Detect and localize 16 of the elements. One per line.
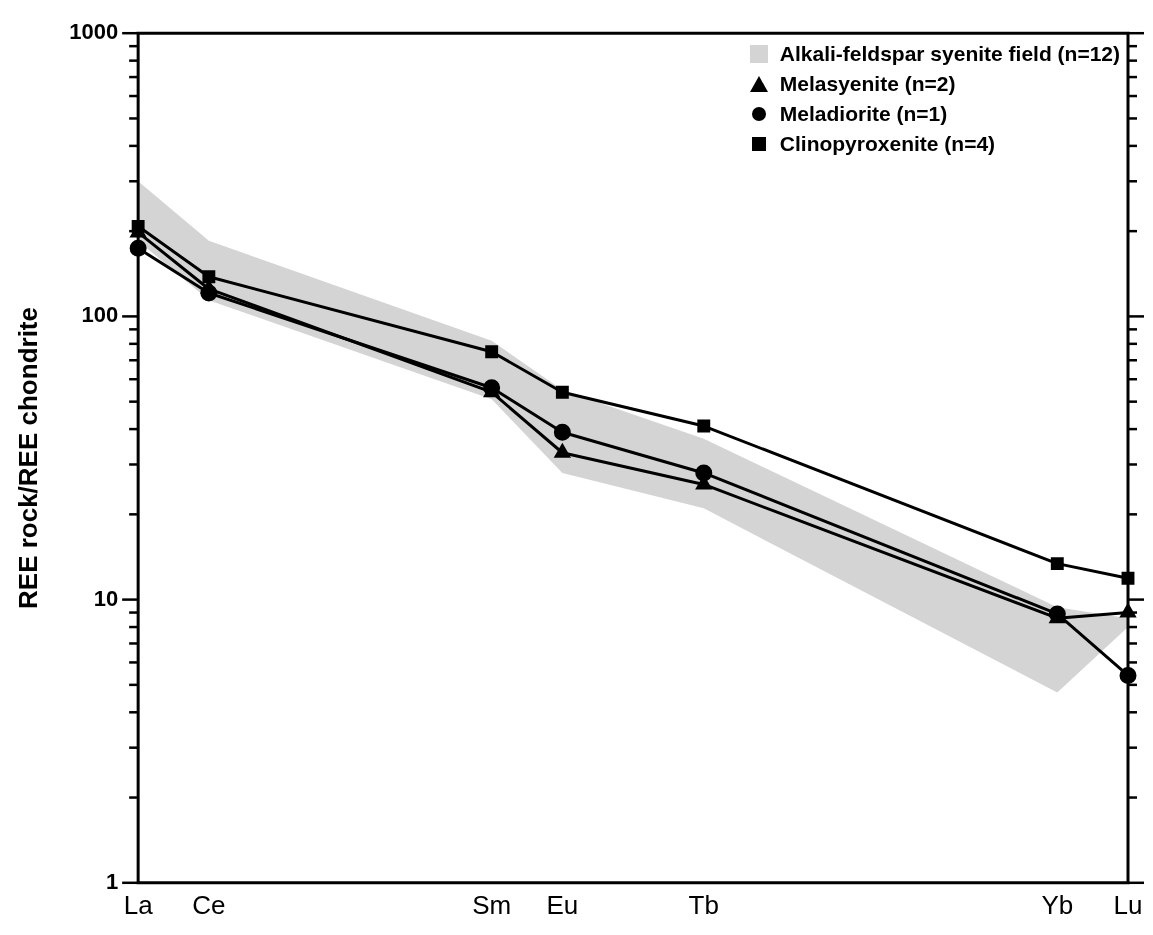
x-tick-label: Eu	[546, 889, 579, 920]
y-tick-label: 100	[81, 302, 119, 328]
x-tick-label: Tb	[688, 889, 719, 920]
y-axis-title: REE rock/REE chondrite	[12, 307, 43, 609]
y-tick-label: 10	[93, 585, 119, 611]
x-tick-label: Lu	[1113, 889, 1143, 920]
legend-label: Clinopyroxenite (n=4)	[779, 131, 996, 158]
x-tick-label: La	[123, 889, 154, 920]
legend-label: Meladiorite (n=1)	[779, 101, 948, 128]
legend-label: Alkali-feldspar syenite field (n=12)	[779, 41, 1120, 68]
x-tick-label: Yb	[1041, 889, 1074, 920]
y-tick-label: 1	[105, 868, 119, 894]
x-tick-label: Ce	[192, 889, 226, 920]
x-tick-label: Sm	[472, 889, 512, 920]
y-tick-label: 1000	[69, 19, 119, 45]
legend-label: Melasyenite (n=2)	[779, 71, 956, 98]
